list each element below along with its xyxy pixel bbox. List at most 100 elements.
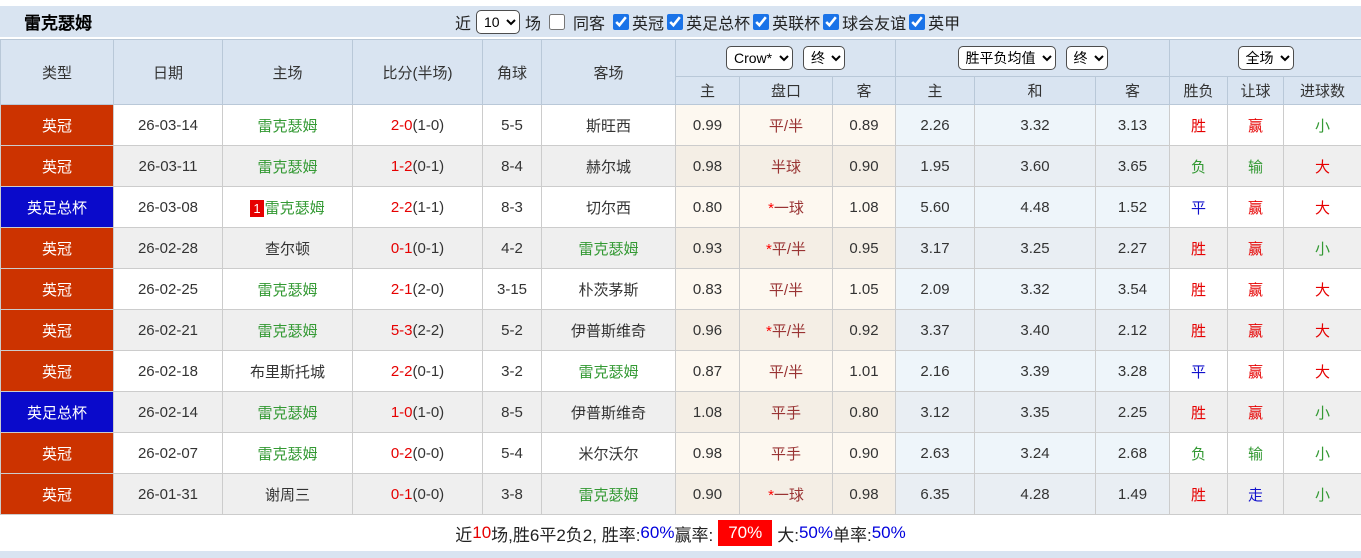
score-cell: 0-1(0-1) (353, 228, 483, 269)
away-team-cell: 伊普斯维奇 (542, 310, 676, 351)
col-header-corners: 角球 (483, 40, 542, 105)
home-team-cell: 雷克瑟姆 (223, 392, 353, 433)
asian-away-odds-cell: 0.90 (833, 146, 896, 187)
avg-draw-odds-cell: 3.32 (975, 269, 1096, 310)
average-odds-select[interactable]: 胜平负均值 (958, 46, 1056, 70)
halftime-score: (2-2) (413, 322, 445, 339)
league-cell: 英冠 (1, 351, 114, 392)
col-header-home: 主场 (223, 40, 353, 105)
result-handicap-cell: 赢 (1228, 310, 1284, 351)
fulltime-score: 0-1 (391, 240, 413, 257)
league-cell: 英冠 (1, 474, 114, 515)
fulltime-score: 2-1 (391, 281, 413, 298)
date-cell: 26-03-11 (114, 146, 223, 187)
result-handicap-cell: 赢 (1228, 392, 1284, 433)
away-team-cell: 米尔沃尔 (542, 433, 676, 474)
recent-label: 近 (455, 10, 471, 34)
league-filter-label: 英甲 (928, 10, 960, 34)
away-team-cell: 赫尔城 (542, 146, 676, 187)
sub-header-asian-line: 盘口 (740, 77, 833, 105)
league-filter-checkbox[interactable] (753, 14, 769, 30)
league-filter-checkbox[interactable] (823, 14, 839, 30)
summary-segment: 10 (472, 523, 491, 543)
asian-line-cell: *一球 (740, 187, 833, 228)
avg-away-odds-cell: 2.27 (1096, 228, 1170, 269)
result-outcome-cell: 胜 (1170, 392, 1228, 433)
league-filter-checkbox[interactable] (909, 14, 925, 30)
average-state-select[interactable]: 终 (1066, 46, 1108, 70)
asian-line-cell: 平/半 (740, 105, 833, 146)
league-filter-label: 球会友谊 (842, 10, 906, 34)
asian-home-odds-cell: 0.80 (676, 187, 740, 228)
home-team-cell: 谢周三 (223, 474, 353, 515)
result-goals-cell: 大 (1284, 310, 1361, 351)
league-filter-checkbox[interactable] (613, 14, 629, 30)
sub-header-avg-home: 主 (896, 77, 975, 105)
same-guest-label: 同客 (573, 10, 605, 34)
avg-draw-odds-cell: 4.48 (975, 187, 1096, 228)
result-outcome-cell: 平 (1170, 351, 1228, 392)
asian-home-odds-cell: 0.93 (676, 228, 740, 269)
home-team-name: 雷克瑟姆 (257, 118, 317, 135)
same-guest-checkbox[interactable] (549, 14, 565, 30)
result-handicap-cell: 赢 (1228, 187, 1284, 228)
asian-home-odds-cell: 0.90 (676, 474, 740, 515)
fulltime-score: 1-2 (391, 158, 413, 175)
fulltime-score: 5-3 (391, 322, 413, 339)
halftime-score: (0-1) (413, 363, 445, 380)
asian-line-cell: 平手 (740, 433, 833, 474)
home-team-cell: 雷克瑟姆 (223, 105, 353, 146)
summary-segment: 大: (777, 521, 799, 546)
sub-header-avg-away: 客 (1096, 77, 1170, 105)
avg-away-odds-cell: 2.68 (1096, 433, 1170, 474)
avg-home-odds-cell: 6.35 (896, 474, 975, 515)
corners-cell: 8-5 (483, 392, 542, 433)
halftime-score: (0-1) (413, 240, 445, 257)
matches-unit-label: 场 (525, 10, 541, 34)
result-handicap-cell: 输 (1228, 146, 1284, 187)
filter-controls: 近 10 场 同客 英冠英足总杯英联杯球会友谊英甲 (455, 10, 960, 34)
avg-draw-odds-cell: 3.32 (975, 105, 1096, 146)
line-changed-star: * (768, 487, 774, 504)
away-team-name: 伊普斯维奇 (571, 323, 646, 340)
home-team-name: 谢周三 (265, 487, 310, 504)
score-cell: 1-0(1-0) (353, 392, 483, 433)
avg-draw-odds-cell: 3.24 (975, 433, 1096, 474)
avg-home-odds-cell: 2.16 (896, 351, 975, 392)
recent-count-select[interactable]: 10 (476, 10, 520, 34)
avg-away-odds-cell: 2.12 (1096, 310, 1170, 351)
corners-cell: 5-4 (483, 433, 542, 474)
asian-line-cell: *平/半 (740, 228, 833, 269)
avg-home-odds-cell: 2.09 (896, 269, 975, 310)
score-cell: 2-0(1-0) (353, 105, 483, 146)
asian-away-odds-cell: 0.90 (833, 433, 896, 474)
avg-away-odds-cell: 1.49 (1096, 474, 1170, 515)
league-filter-checkbox[interactable] (667, 14, 683, 30)
date-cell: 26-02-14 (114, 392, 223, 433)
result-outcome-cell: 平 (1170, 187, 1228, 228)
bookmaker-state-select[interactable]: 终 (803, 46, 845, 70)
home-team-name: 雷克瑟姆 (257, 323, 317, 340)
match-scope-select[interactable]: 全场 (1238, 46, 1294, 70)
result-goals-cell: 小 (1284, 105, 1361, 146)
league-filter-label: 英足总杯 (686, 10, 750, 34)
result-handicap-cell: 赢 (1228, 228, 1284, 269)
avg-away-odds-cell: 3.54 (1096, 269, 1170, 310)
line-changed-star: * (766, 323, 772, 340)
summary-segment: 近 (455, 521, 472, 546)
avg-draw-odds-cell: 3.40 (975, 310, 1096, 351)
bookmaker-select[interactable]: Crow* (726, 46, 793, 70)
away-team-cell: 斯旺西 (542, 105, 676, 146)
result-handicap-cell: 输 (1228, 433, 1284, 474)
sub-header-result-goals: 进球数 (1284, 77, 1361, 105)
result-scope-group-header: 全场 (1170, 40, 1361, 77)
score-cell: 2-2(1-1) (353, 187, 483, 228)
league-cell: 英冠 (1, 433, 114, 474)
home-team-name: 查尔顿 (265, 241, 310, 258)
asian-away-odds-cell: 1.08 (833, 187, 896, 228)
